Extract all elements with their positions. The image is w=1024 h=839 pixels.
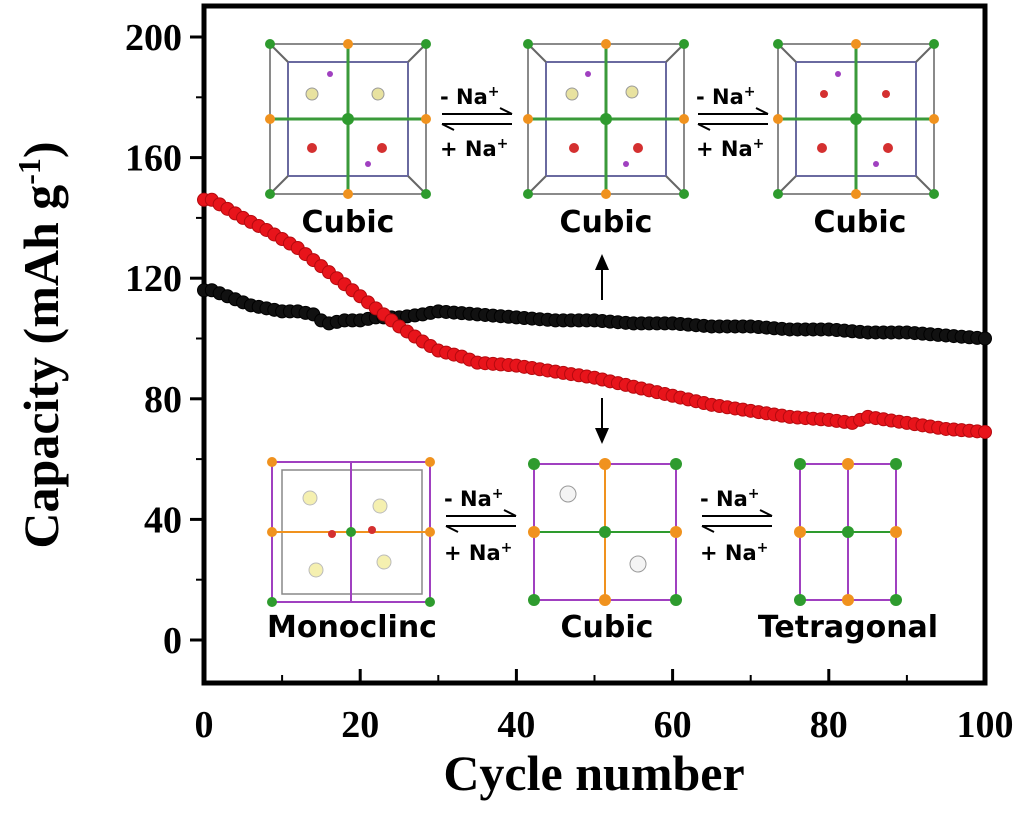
structure-label-bottom-3: Tetragonal xyxy=(758,610,938,645)
x-tick-label: 40 xyxy=(497,704,535,746)
x-axis-title: Cycle number xyxy=(443,745,744,801)
data-point xyxy=(978,331,992,346)
tetragonal-lattice-icon xyxy=(794,458,902,606)
x-tick-label: 80 xyxy=(810,704,848,746)
cubic-lattice-icon xyxy=(773,39,939,199)
series-layer xyxy=(197,192,992,439)
structure-label-bottom-1: Monoclinc xyxy=(267,610,437,645)
reaction-arrows-bottom-1: - Na+ + Na+ xyxy=(444,486,517,565)
x-tick-label: 60 xyxy=(654,704,692,746)
top-structure-inset: Cubic Cubic Cubic - Na+ + Na+ - Na+ + Na… xyxy=(265,39,939,240)
reaction-minus-na-label: - Na+ xyxy=(696,84,756,109)
cubic-lattice-icon xyxy=(265,39,431,199)
structure-label-top-1: Cubic xyxy=(302,205,395,240)
x-tick-label: 20 xyxy=(341,704,379,746)
y-tick-label: 120 xyxy=(125,258,182,300)
series-red xyxy=(197,192,992,439)
reaction-plus-na-label: + Na+ xyxy=(696,136,764,161)
reaction-arrows-top-2: - Na+ + Na+ xyxy=(696,84,769,161)
reaction-arrows-top-1: - Na+ + Na+ xyxy=(440,84,513,161)
structure-label-top-3: Cubic xyxy=(814,205,907,240)
x-tick-label: 100 xyxy=(957,704,1014,746)
y-axis-ticks: 0 40 80 120 160 200 xyxy=(125,17,204,662)
y-tick-label: 80 xyxy=(144,379,182,421)
arrow-up-icon xyxy=(595,254,609,300)
reaction-minus-na-label: - Na+ xyxy=(444,486,504,511)
y-tick-label: 160 xyxy=(125,138,182,180)
data-point xyxy=(978,424,992,439)
monoclinic-lattice-icon xyxy=(267,457,435,607)
structure-label-top-2: Cubic xyxy=(560,205,653,240)
y-tick-label: 40 xyxy=(144,499,182,541)
y-tick-label: 0 xyxy=(163,620,182,662)
reaction-minus-na-label: - Na+ xyxy=(440,84,500,109)
reaction-plus-na-label: + Na+ xyxy=(700,540,768,565)
reaction-minus-na-label: - Na+ xyxy=(700,486,760,511)
reaction-plus-na-label: + Na+ xyxy=(440,136,508,161)
plot-frame xyxy=(201,3,988,686)
x-tick-label: 0 xyxy=(195,704,214,746)
y-tick-label: 200 xyxy=(125,17,182,59)
y-axis-title: Capacity (mAh g-1) xyxy=(11,141,69,548)
arrow-down-icon xyxy=(595,398,609,444)
cubic-lattice-icon xyxy=(528,458,682,606)
structure-label-bottom-2: Cubic xyxy=(561,610,654,645)
cubic-lattice-icon xyxy=(523,39,689,199)
reaction-plus-na-label: + Na+ xyxy=(444,540,512,565)
series-black xyxy=(197,283,992,346)
x-axis-ticks: 0 20 40 60 80 100 xyxy=(195,669,1014,746)
reaction-arrows-bottom-2: - Na+ + Na+ xyxy=(700,486,773,565)
bottom-structure-inset: Monoclinc Cubic Tetragonal - Na+ + Na+ -… xyxy=(267,457,938,645)
